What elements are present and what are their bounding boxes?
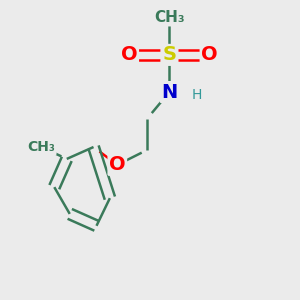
Text: CH₃: CH₃ — [154, 10, 184, 25]
Text: N: N — [161, 82, 177, 101]
Text: H: H — [192, 88, 202, 102]
Text: S: S — [162, 45, 176, 64]
Text: O: O — [121, 45, 137, 64]
Text: CH₃: CH₃ — [28, 140, 56, 154]
Text: O: O — [201, 45, 218, 64]
Text: O: O — [109, 155, 126, 174]
